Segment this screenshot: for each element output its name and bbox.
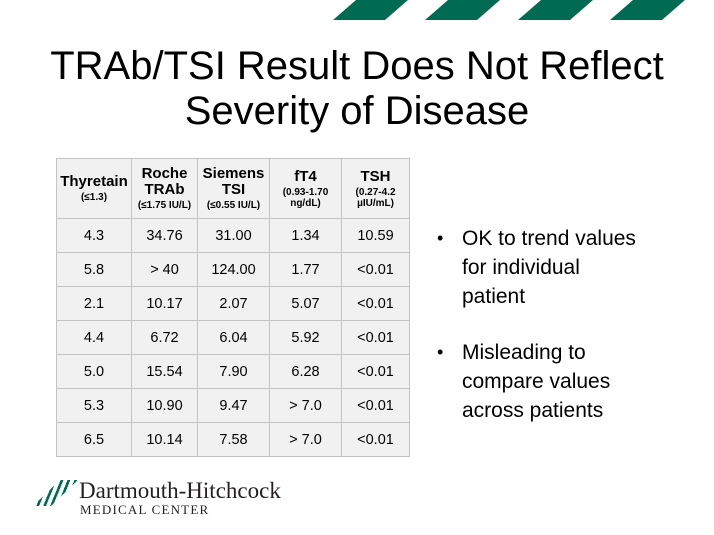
- column-header-range: (0.27-4.2 µIU/mL): [355, 186, 396, 209]
- table-cell: 10.14: [131, 422, 198, 457]
- table-cell: 1.34: [269, 218, 342, 253]
- column-header-siemens-tsi: Siemens TSI (≤0.55 IU/L): [197, 158, 270, 219]
- table-cell: 6.28: [269, 354, 342, 389]
- table-header-row: Thyretain (≤1.3) Roche TRAb (≤1.75 IU/L)…: [56, 158, 410, 219]
- bullet-list: • OK to trend values for individual pati…: [437, 224, 642, 425]
- column-header-label: Siemens TSI: [202, 165, 265, 198]
- table-cell: 4.4: [56, 320, 132, 355]
- table-cell: 5.07: [269, 286, 342, 321]
- column-header-label: fT4: [294, 167, 317, 185]
- table-cell: 34.76: [131, 218, 198, 253]
- page-title: TRAb/TSI Result Does Not Reflect Severit…: [0, 44, 714, 134]
- table-cell: <0.01: [341, 252, 410, 287]
- table-cell: 2.1: [56, 286, 132, 321]
- table-cell: 15.54: [131, 354, 198, 389]
- column-header-range: (≤1.3): [80, 192, 108, 203]
- table-row: 5.3 10.90 9.47 > 7.0 <0.01: [56, 388, 410, 423]
- table-cell: 7.90: [197, 354, 270, 389]
- table-cell: 6.04: [197, 320, 270, 355]
- table-cell: 4.3: [56, 218, 132, 253]
- list-item: • Misleading to compare values across pa…: [437, 338, 642, 425]
- table-row: 4.4 6.72 6.04 5.92 <0.01: [56, 320, 410, 355]
- column-header-ft4: fT4 (0.93-1.70 ng/dL): [269, 158, 342, 219]
- table-cell: <0.01: [341, 354, 410, 389]
- table-cell: 10.17: [131, 286, 198, 321]
- column-header-thyretain: Thyretain (≤1.3): [56, 158, 132, 219]
- table-cell: > 7.0: [269, 388, 342, 423]
- table-cell: 5.3: [56, 388, 132, 423]
- table-row: 4.3 34.76 31.00 1.34 10.59: [56, 218, 410, 253]
- table-cell: 31.00: [197, 218, 270, 253]
- table-cell: <0.01: [341, 388, 410, 423]
- column-header-tsh: TSH (0.27-4.2 µIU/mL): [341, 158, 410, 219]
- column-header-label: TSH: [360, 167, 391, 185]
- column-header-range: (≤1.75 IU/L): [137, 200, 192, 211]
- logo-org-name: Dartmouth-Hitchcock: [79, 478, 281, 503]
- decorative-stripe-icon: [333, 0, 408, 20]
- table-cell: <0.01: [341, 422, 410, 457]
- bullet-text: Misleading to compare values across pati…: [462, 341, 611, 422]
- column-header-roche-trab: Roche TRAb (≤1.75 IU/L): [131, 158, 198, 219]
- table-row: 5.0 15.54 7.90 6.28 <0.01: [56, 354, 410, 389]
- table-cell: 5.8: [56, 252, 132, 287]
- bullet-icon: •: [437, 342, 444, 362]
- column-header-range: (0.93-1.70 ng/dL): [282, 186, 329, 209]
- logo-org-subtitle: MEDICAL CENTER: [80, 502, 210, 517]
- column-header-label: Thyretain: [60, 173, 128, 190]
- table-cell: <0.01: [341, 286, 410, 321]
- table-cell: 1.77: [269, 252, 342, 287]
- table-cell: > 7.0: [269, 422, 342, 457]
- table-cell: <0.01: [341, 320, 410, 355]
- decorative-stripe-icon: [425, 0, 500, 20]
- table-cell: 7.58: [197, 422, 270, 457]
- table-cell: 10.59: [341, 218, 410, 253]
- dartmouth-hitchcock-logo-icon: [33, 480, 78, 506]
- list-item: • OK to trend values for individual pati…: [437, 224, 642, 311]
- column-header-label: Roche TRAb: [141, 165, 188, 198]
- decorative-stripe-icon: [610, 0, 685, 20]
- table-cell: 10.90: [131, 388, 198, 423]
- lab-results-table: Thyretain (≤1.3) Roche TRAb (≤1.75 IU/L)…: [56, 158, 410, 457]
- table-cell: 9.47: [197, 388, 270, 423]
- column-header-range: (≤0.55 IU/L): [206, 200, 261, 211]
- bullet-icon: •: [437, 228, 444, 248]
- table-cell: 2.07: [197, 286, 270, 321]
- decorative-stripe-icon: [518, 0, 593, 20]
- table-cell: 5.0: [56, 354, 132, 389]
- table-row: 6.5 10.14 7.58 > 7.0 <0.01: [56, 422, 410, 457]
- bullet-text: OK to trend values for individual patien…: [462, 227, 636, 308]
- table-cell: > 40: [131, 252, 198, 287]
- page-title-line-2: Severity of Disease: [184, 89, 530, 133]
- page-title-line-1: TRAb/TSI Result Does Not Reflect: [50, 44, 664, 88]
- table-cell: 124.00: [197, 252, 270, 287]
- table-cell: 6.72: [131, 320, 198, 355]
- table-row: 5.8 > 40 124.00 1.77 <0.01: [56, 252, 410, 287]
- table-cell: 5.92: [269, 320, 342, 355]
- table-row: 2.1 10.17 2.07 5.07 <0.01: [56, 286, 410, 321]
- table-cell: 6.5: [56, 422, 132, 457]
